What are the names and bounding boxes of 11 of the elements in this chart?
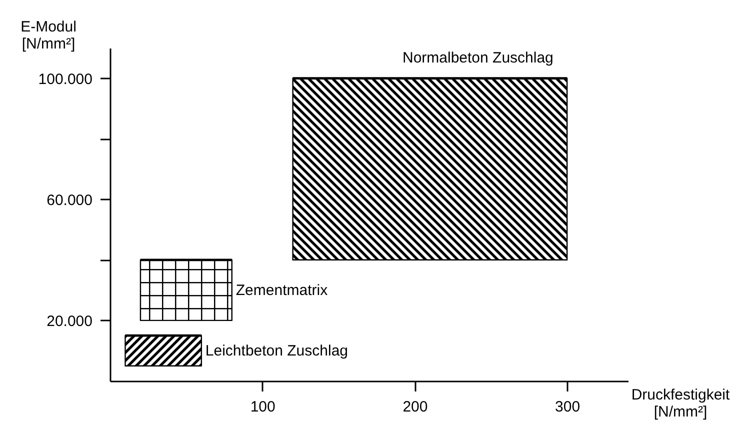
y-tick-label: 100.000 [38, 70, 92, 88]
y-tick-label: 20.000 [46, 312, 92, 330]
x-tick-label: 200 [402, 398, 428, 416]
x-tick-label: 100 [250, 398, 276, 416]
y-axis-title: E-Modul [N/mm²] [20, 18, 76, 52]
y-tick-label: 60.000 [46, 192, 92, 209]
series-label: Leichtbeton Zuschlag [205, 342, 348, 360]
series-label: Normalbeton Zuschlag [402, 49, 554, 66]
x-tick-label: 300 [555, 398, 580, 416]
x-axis-title: Druckfestigkeit [N/mm²] [631, 386, 731, 420]
series-label: Zementmatrix [236, 282, 328, 300]
